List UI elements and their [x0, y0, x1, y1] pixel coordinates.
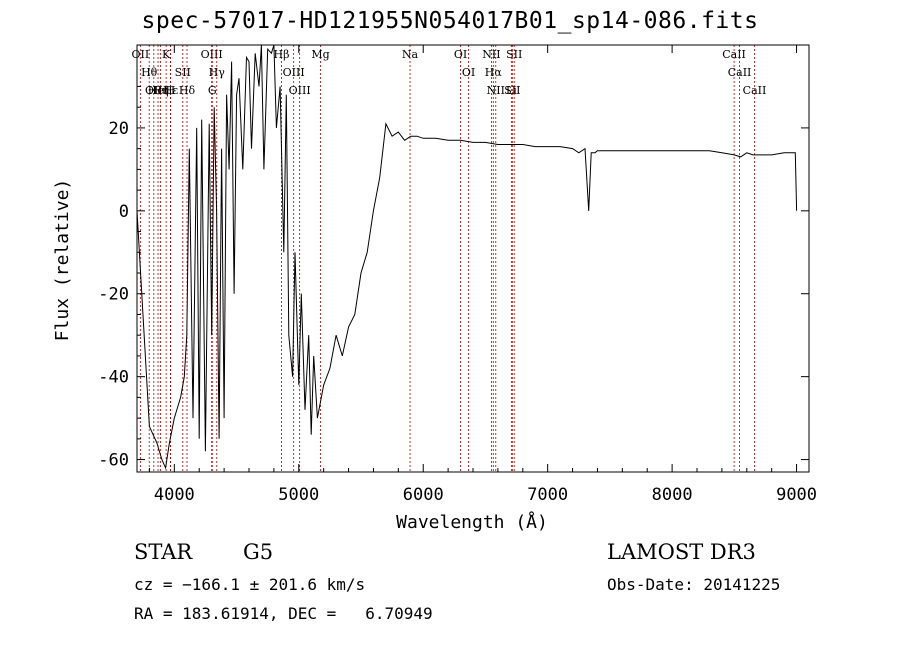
spectral-line-label: Li	[506, 84, 517, 97]
spectral-line-label: G	[208, 84, 217, 97]
x-tick-label: 4000	[154, 485, 195, 505]
spectral-line-label: Hδ	[179, 84, 196, 97]
y-tick-label: 20	[109, 119, 129, 139]
x-axis-label: Wavelength (Å)	[396, 511, 548, 533]
flux-series-line	[136, 44, 798, 470]
spectral-line-label: CaII	[722, 48, 746, 61]
spectral-line-label: Hε	[163, 84, 179, 97]
spectral-line-label: SII	[175, 66, 191, 79]
spectral-line-label: K	[162, 48, 171, 61]
spectral-line-label: Mg	[311, 48, 329, 61]
spectral-line-label: OIII	[289, 84, 311, 97]
x-tick-label: 7000	[527, 485, 568, 505]
x-tick-label: 8000	[652, 485, 693, 505]
spectral-line-label: Hβ	[274, 48, 290, 61]
redshift-cz: cz = −166.1 ± 201.6 km/s	[134, 575, 366, 594]
spectral-line-label: Hη	[152, 84, 168, 97]
chart-title: spec-57017-HD121955N054017B01_sp14-086.f…	[141, 8, 759, 34]
data-layer	[136, 44, 798, 470]
y-axis-label: Flux (relative)	[52, 179, 73, 342]
object-subclass: G5	[243, 540, 274, 564]
survey-name: LAMOST DR3	[607, 540, 756, 564]
spectral-line-label: SII	[504, 84, 520, 97]
spectral-line-label: Hγ	[209, 66, 226, 79]
spectral-line-label: CaII	[743, 84, 767, 97]
y-tick-label: -20	[98, 285, 129, 305]
spectral-line-label: OIII	[283, 66, 305, 79]
spectral-line-label: CaII	[728, 66, 752, 79]
x-tick-label: 6000	[403, 485, 444, 505]
spectral-line-label: Hθ	[141, 66, 158, 79]
x-tick-label: 5000	[278, 485, 319, 505]
spectral-line-label: Hα	[485, 66, 503, 79]
spectral-line-label: OII	[132, 48, 150, 61]
ra-dec-coordinates: RA = 183.61914, DEC = 6.70949	[134, 604, 433, 623]
spectral-line-label: NII	[487, 84, 505, 97]
y-tick-label: 0	[119, 202, 129, 222]
plot-frame	[136, 44, 810, 473]
spectral-line-label: OIII	[201, 48, 223, 61]
spectral-line-label: OI	[462, 66, 475, 79]
axis-layer: 4000 5000 6000 7000 8000 9000 -60 -40 -20 0 20	[98, 45, 817, 505]
spectral-line-label: Na	[402, 48, 419, 61]
spectral-line-label: SII	[506, 48, 522, 61]
spectral-line-label: NII	[482, 48, 500, 61]
y-tick-label: -40	[98, 368, 129, 388]
spectral-line-label: HeI	[148, 84, 168, 97]
object-class: STAR	[134, 540, 193, 564]
x-tick-label: 9000	[776, 485, 817, 505]
y-tick-label: -60	[98, 451, 129, 471]
observation-date: Obs-Date: 20141225	[607, 575, 781, 594]
spectral-line-label: OI	[454, 48, 467, 61]
